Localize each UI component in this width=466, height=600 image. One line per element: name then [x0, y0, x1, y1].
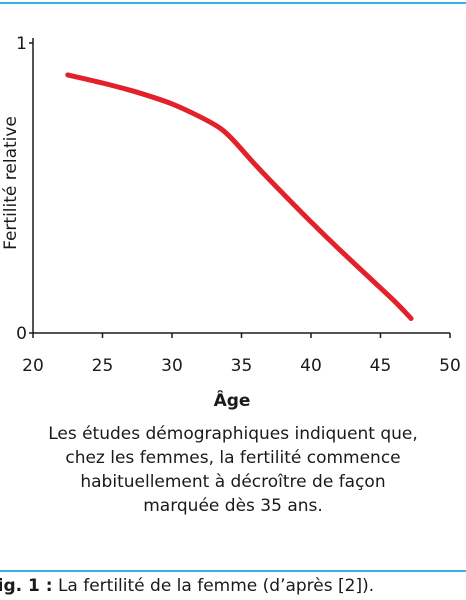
x-tick-label: 25	[92, 356, 114, 376]
bottom-divider	[0, 570, 466, 572]
fertility-curve	[65, 72, 414, 321]
fertility-chart: 0 1 20 25 30 35 40 45 50 Âge Fertilité relative	[1, 34, 461, 411]
x-tick-label: 20	[22, 356, 44, 376]
y-axis-label: Fertilité relative	[1, 116, 21, 250]
x-tick-label: 45	[370, 356, 392, 376]
chart-note: Les études démographiques indiquent que,…	[0, 422, 466, 518]
x-tick-label: 50	[439, 356, 461, 376]
note-line-4: marquée dès 35 ans.	[143, 496, 323, 516]
note-line-3: habituellement à décroître de façon	[80, 472, 386, 492]
figure-caption-label: Fig. 1 :	[0, 576, 53, 596]
top-divider	[0, 2, 466, 4]
y-tick-label: 0	[16, 324, 27, 344]
y-tick-label: 1	[16, 34, 27, 54]
x-tick-label: 35	[231, 356, 253, 376]
x-tick-label: 30	[161, 356, 183, 376]
x-tick-label: 40	[300, 356, 322, 376]
note-line-2: chez les femmes, la fertilité commence	[65, 448, 401, 468]
note-line-1: Les études démographiques indiquent que,	[48, 424, 418, 444]
figure-caption-text: La fertilité de la femme (d’après [2]).	[57, 576, 375, 596]
figure-caption: Fig. 1 : La fertilité de la femme (d’apr…	[0, 575, 374, 597]
x-axis-label: Âge	[214, 389, 251, 411]
